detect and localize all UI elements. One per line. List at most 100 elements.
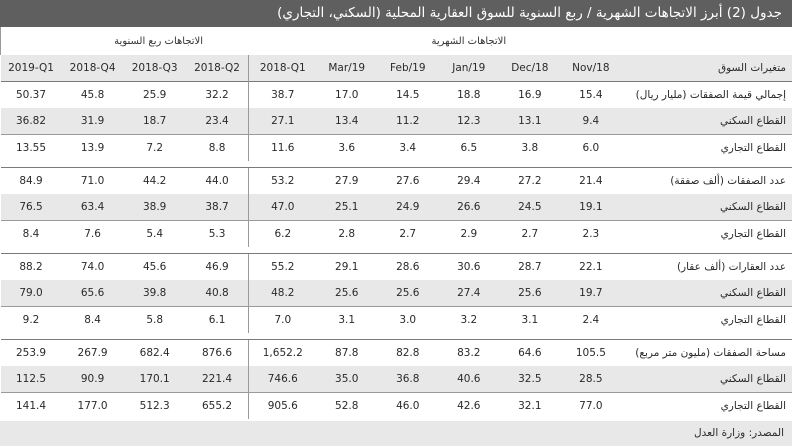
value-cell: 26.6 [438,194,500,221]
period-header: 2019-Q1 [0,55,62,82]
value-cell: 79.0 [0,280,62,307]
value-cell: 9.4 [560,108,622,135]
value-cell: 221.4 [185,366,249,393]
value-cell: 47.0 [248,194,317,221]
value-cell: 38.7 [185,194,249,221]
period-header: Jan/19 [438,55,500,82]
value-cell: 27.4 [438,280,500,307]
value-cell: 25.6 [316,280,378,307]
value-cell: 6.2 [248,220,317,247]
value-cell: 46.9 [185,253,249,280]
period-header: Nov/18 [560,55,622,82]
value-cell: 19.1 [560,194,622,221]
value-cell: 3.2 [438,306,500,333]
value-cell: 87.8 [316,339,378,366]
value-cell: 44.0 [185,167,249,194]
section-gap-cell [0,161,792,168]
value-cell: 13.9 [61,134,124,161]
market-trends-table: الاتجاهات ربع السنوية الاتجاهات الشهرية … [0,27,792,419]
value-cell: 84.9 [0,167,62,194]
section-gap [0,333,792,340]
value-cell: 655.2 [185,392,249,419]
value-cell: 2.4 [560,306,622,333]
value-cell: 90.9 [61,366,124,393]
value-cell: 23.4 [185,108,249,135]
value-cell: 14.5 [377,81,439,108]
period-header-row: 2019-Q1 2018-Q4 2018-Q3 2018-Q2 2018-Q1 … [0,55,792,82]
value-cell: 17.0 [316,81,378,108]
table-row: 253.9 267.9 682.4 876.6 1,652.2 87.8 82.8 83.2 6… [0,339,792,366]
value-cell: 32.5 [499,366,561,393]
value-cell: 9.2 [0,306,62,333]
value-cell: 21.4 [560,167,622,194]
value-cell: 30.6 [438,253,500,280]
value-cell: 15.4 [560,81,622,108]
row-label: القطاع السكني [621,194,792,221]
value-cell: 22.1 [560,253,622,280]
row-label: القطاع التجاري [621,134,792,161]
section-gap [0,247,792,254]
value-cell: 31.9 [61,108,124,135]
table-row: 8.4 7.6 5.4 5.3 6.2 2.8 2.7 2.9 2.7 2.3 القطاع الت… [0,220,792,247]
value-cell: 13.1 [499,108,561,135]
row-label: القطاع السكني [621,108,792,135]
value-cell: 7.0 [248,306,317,333]
value-cell: 40.6 [438,366,500,393]
value-cell: 29.1 [316,253,378,280]
value-cell: 8.8 [185,134,249,161]
value-cell: 3.1 [499,306,561,333]
value-cell: 65.6 [61,280,124,307]
section-gap-cell [0,247,792,254]
period-header: 2018-Q3 [123,55,186,82]
value-cell: 18.8 [438,81,500,108]
row-label: إجمالي قيمة الصفقات (مليار ريال) [621,81,792,108]
value-cell: 77.0 [560,392,622,419]
value-cell: 13.55 [0,134,62,161]
value-cell: 3.6 [316,134,378,161]
value-cell: 42.6 [438,392,500,419]
value-cell: 11.6 [248,134,317,161]
value-cell: 876.6 [185,339,249,366]
value-cell: 48.2 [248,280,317,307]
value-cell: 3.0 [377,306,439,333]
value-cell: 35.0 [316,366,378,393]
value-cell: 13.4 [316,108,378,135]
row-label: مساحة الصفقات (مليون متر مربع) [621,339,792,366]
value-cell: 6.0 [560,134,622,161]
value-cell: 7.6 [61,220,124,247]
value-cell: 6.1 [185,306,249,333]
value-cell: 2.7 [377,220,439,247]
table-row: 84.9 71.0 44.2 44.0 53.2 27.9 27.6 29.4 27.2 21.4… [0,167,792,194]
value-cell: 105.5 [560,339,622,366]
value-cell: 25.1 [316,194,378,221]
table-row: 79.0 65.6 39.8 40.8 48.2 25.6 25.6 27.4 25.6 19.7… [0,280,792,307]
period-header: Dec/18 [499,55,561,82]
value-cell: 8.4 [0,220,62,247]
value-cell: 52.8 [316,392,378,419]
value-cell: 5.3 [185,220,249,247]
row-label: القطاع السكني [621,366,792,393]
value-cell: 512.3 [123,392,186,419]
value-cell: 82.8 [377,339,439,366]
value-cell: 170.1 [123,366,186,393]
value-cell: 112.5 [0,366,62,393]
table-row: 141.4 177.0 512.3 655.2 905.6 52.8 46.0 42.6 32.… [0,392,792,419]
value-cell: 38.9 [123,194,186,221]
value-cell: 50.37 [0,81,62,108]
row-label: القطاع التجاري [621,220,792,247]
value-cell: 27.9 [316,167,378,194]
value-cell: 16.9 [499,81,561,108]
value-cell: 177.0 [61,392,124,419]
value-cell: 25.6 [377,280,439,307]
value-cell: 28.5 [560,366,622,393]
value-cell: 2.3 [560,220,622,247]
value-cell: 8.4 [61,306,124,333]
table-row: 112.5 90.9 170.1 221.4 746.6 35.0 36.8 40.6 32.5… [0,366,792,393]
value-cell: 7.2 [123,134,186,161]
value-cell: 36.8 [377,366,439,393]
row-label: عدد العقارات (ألف عقار) [621,253,792,280]
value-cell: 29.4 [438,167,500,194]
quarterly-group-header: الاتجاهات ربع السنوية [0,27,317,55]
value-cell: 12.3 [438,108,500,135]
